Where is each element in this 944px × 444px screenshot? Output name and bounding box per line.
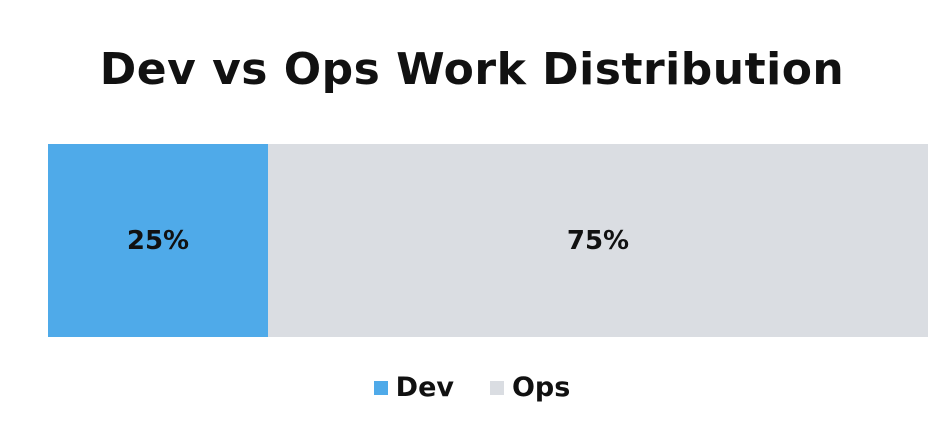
legend-swatch-dev	[373, 380, 388, 395]
legend-item-dev: Dev	[373, 372, 454, 403]
bar-segment-ops: 75%	[268, 144, 928, 337]
data-label-ops: 75%	[566, 225, 630, 256]
legend: Dev Ops	[0, 372, 944, 403]
legend-label-ops: Ops	[511, 372, 571, 403]
data-label-dev: 25%	[126, 225, 190, 256]
chart-title: Dev vs Ops Work Distribution	[99, 44, 845, 95]
legend-swatch-ops	[489, 380, 504, 395]
bar-segment-dev: 25%	[48, 144, 268, 337]
legend-label-dev: Dev	[395, 372, 454, 403]
stacked-bar: 25% 75%	[48, 144, 928, 337]
legend-item-ops: Ops	[489, 372, 571, 403]
